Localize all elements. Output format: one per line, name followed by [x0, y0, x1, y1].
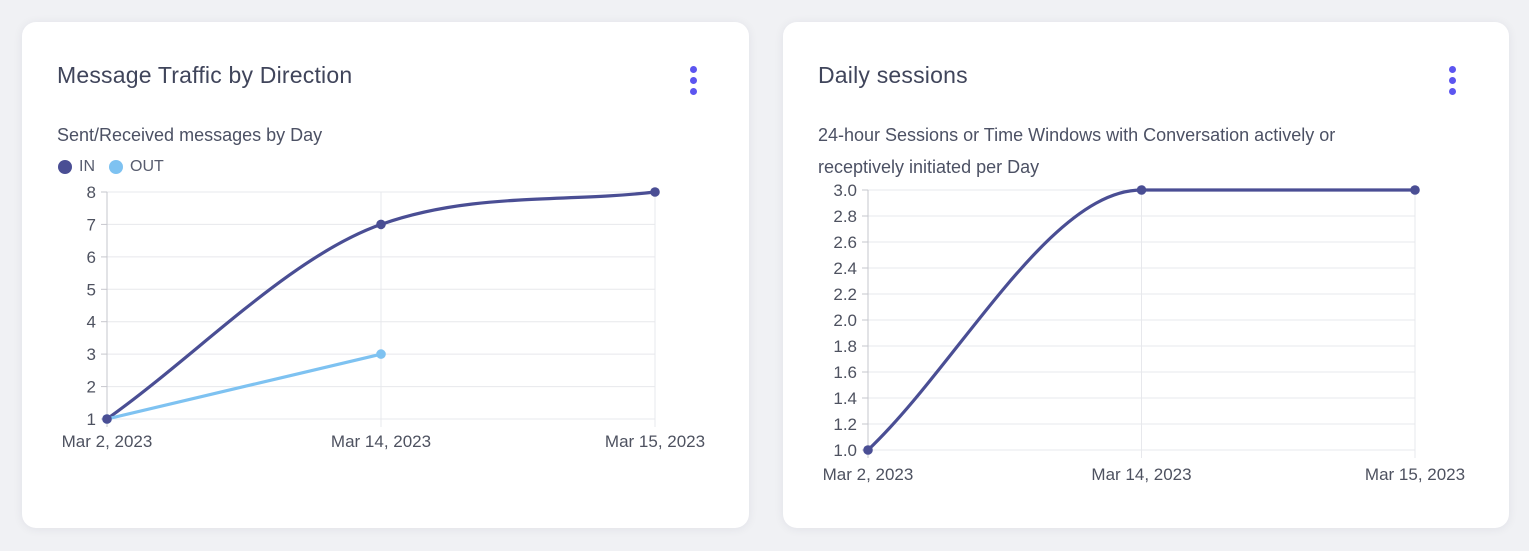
svg-text:2.2: 2.2: [833, 285, 857, 304]
daily-sessions-line-chart: 3.0 2.8 2.6 2.4 2.2 2.0 1.8 1.6 1.4 1.2 1.0 Mar 2, …: [823, 183, 1465, 484]
svg-text:8: 8: [87, 185, 96, 202]
svg-text:Mar 15, 2023: Mar 15, 2023: [1365, 465, 1465, 484]
legend-item-in[interactable]: IN: [58, 158, 95, 176]
card-subtitle: 24-hour Sessions or Time Windows with Co…: [818, 119, 1335, 183]
card-daily-sessions: Daily sessions 24-hour Sessions or Time …: [783, 22, 1509, 528]
chart-legend: IN OUT: [58, 158, 164, 176]
svg-text:1.2: 1.2: [833, 415, 857, 434]
kebab-menu-button[interactable]: [1439, 58, 1465, 102]
svg-text:5: 5: [87, 280, 96, 299]
svg-text:1: 1: [87, 410, 96, 429]
card-message-traffic: Message Traffic by Direction Sent/Receiv…: [22, 22, 749, 528]
legend-label-in: IN: [79, 158, 95, 175]
subtitle-line: 24-hour Sessions or Time Windows with Co…: [818, 125, 1336, 145]
svg-text:1.0: 1.0: [833, 441, 857, 460]
legend-dot-in-icon: [58, 160, 72, 174]
svg-text:2.4: 2.4: [833, 259, 857, 278]
svg-text:4: 4: [87, 313, 96, 332]
svg-text:Mar 14, 2023: Mar 14, 2023: [331, 432, 431, 451]
legend-dot-out-icon: [109, 160, 123, 174]
kebab-menu-button[interactable]: [680, 58, 706, 102]
svg-text:2.8: 2.8: [833, 207, 857, 226]
card-subtitle: Sent/Received messages by Day: [57, 119, 322, 151]
legend-item-out[interactable]: OUT: [109, 158, 164, 176]
svg-text:2.6: 2.6: [833, 233, 857, 252]
svg-text:2.0: 2.0: [833, 311, 857, 330]
svg-text:1.4: 1.4: [833, 389, 857, 408]
subtitle-line: receptively initiated per Day: [818, 157, 1040, 177]
svg-text:3: 3: [87, 345, 96, 364]
svg-text:Mar 15, 2023: Mar 15, 2023: [605, 432, 705, 451]
message-traffic-line-chart: 8 7 6 5 4 3 2 1 Mar 2, 2023 Mar 14, 2023 Mar 15, 2…: [62, 185, 705, 451]
svg-text:Mar 14, 2023: Mar 14, 2023: [1091, 465, 1191, 484]
card-title-daily-sessions: Daily sessions: [818, 62, 968, 88]
svg-text:Mar 2, 2023: Mar 2, 2023: [62, 432, 153, 451]
subtitle-line: Sent/Received messages by Day: [57, 125, 323, 145]
svg-text:1.8: 1.8: [833, 337, 857, 356]
svg-text:7: 7: [87, 215, 96, 234]
card-title-message-traffic: Message Traffic by Direction: [57, 62, 353, 88]
svg-text:3.0: 3.0: [833, 183, 857, 200]
svg-text:2: 2: [87, 378, 96, 397]
svg-text:Mar 2, 2023: Mar 2, 2023: [823, 465, 914, 484]
svg-text:6: 6: [87, 248, 96, 267]
legend-label-out: OUT: [130, 158, 164, 175]
svg-text:1.6: 1.6: [833, 363, 857, 382]
